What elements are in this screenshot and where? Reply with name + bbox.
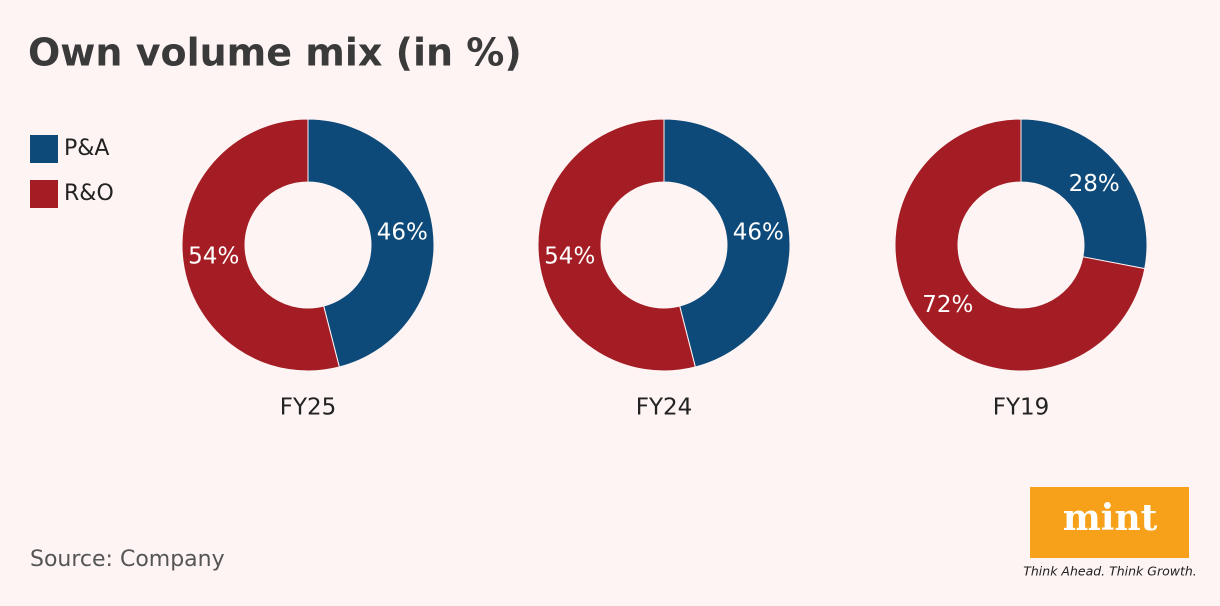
donut-slice: [537, 118, 696, 372]
value-label: 46%: [377, 220, 428, 246]
donut-slice: [1020, 118, 1148, 270]
legend-label: P&A: [64, 136, 109, 161]
value-label: 54%: [544, 243, 595, 269]
logo-box: [1030, 487, 1189, 558]
tagline: Think Ahead. Think Growth.: [1023, 564, 1197, 579]
legend-swatch: [30, 180, 58, 208]
donut-slice: [663, 118, 791, 368]
value-label: 28%: [1069, 171, 1120, 197]
chart-label: FY25: [280, 395, 337, 421]
chart-title: Own volume mix (in %): [28, 31, 522, 75]
donut-slice: [181, 118, 340, 372]
legend-swatch: [30, 135, 58, 163]
chart-label: FY24: [636, 395, 693, 421]
donut-slice: [894, 118, 1146, 372]
value-label: 54%: [188, 243, 239, 269]
source: Source: Company: [30, 547, 225, 572]
chart-label: FY19: [993, 395, 1050, 421]
value-label: 46%: [733, 220, 784, 246]
legend-label: R&O: [64, 181, 114, 206]
value-label: 72%: [922, 292, 973, 318]
logo: mint: [1063, 497, 1158, 539]
donut-slice: [307, 118, 435, 368]
